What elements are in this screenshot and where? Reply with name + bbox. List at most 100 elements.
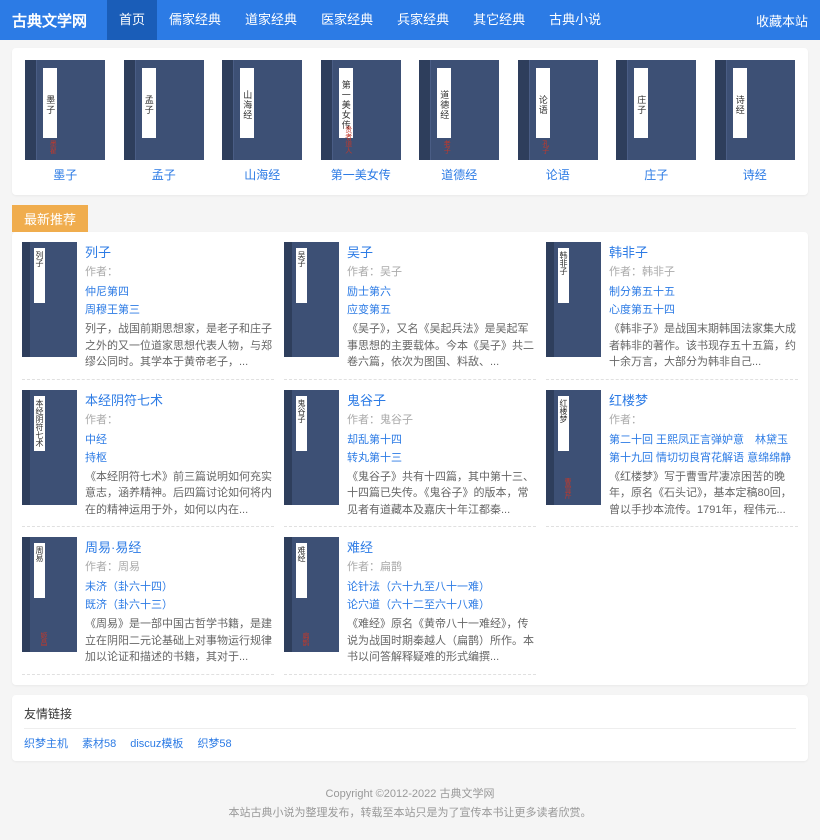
carousel-book[interactable]: 庄子 庄子	[616, 60, 696, 183]
book-spine	[25, 60, 37, 160]
card-spine	[22, 537, 30, 652]
card-cover-label: 本经阴符七术	[34, 396, 45, 451]
header: 古典文学网 首页儒家经典道家经典医家经典兵家经典其它经典古典小说 收藏本站	[0, 0, 820, 40]
carousel-book[interactable]: 第一美女传 贵者道人 第一美女传	[321, 60, 401, 183]
book-cover: 山海经	[222, 60, 302, 160]
friend-links-title: 友情链接	[24, 705, 796, 729]
carousel-book[interactable]: 孟子 孟子	[124, 60, 204, 183]
card-cover[interactable]: 本经阴符七术	[22, 390, 77, 505]
chapter-link[interactable]: 励士第六	[347, 283, 536, 299]
card-author: 作者：周易	[85, 558, 274, 574]
chapter-link[interactable]: 未济（卦六十四）	[85, 578, 274, 594]
card-spine	[546, 390, 554, 505]
card-spine	[284, 537, 292, 652]
card-title[interactable]: 鬼谷子	[347, 390, 536, 409]
chapter-link[interactable]: 却乱第十四	[347, 431, 536, 447]
book-spine	[715, 60, 727, 160]
chapter-link[interactable]: 制分第五十五	[609, 283, 798, 299]
card-desc: 《本经阴符七术》前三篇说明如何充实意志，涵养精神。后四篇讨论如何将内在的精神运用…	[85, 469, 274, 519]
book-cover-author: 贵者道人	[343, 126, 353, 154]
book-cover-label: 墨子	[43, 68, 57, 138]
card-title[interactable]: 周易·易经	[85, 537, 274, 556]
chapter-link[interactable]: 既济（卦六十三）	[85, 596, 274, 612]
card-info: 红楼梦 作者： 第二十回 王熙凤正言弹妒意 林黛玉 第十九回 情切切良宵花解语 …	[609, 390, 798, 519]
friend-link[interactable]: discuz模板	[130, 735, 183, 751]
friend-link[interactable]: 织梦主机	[24, 735, 68, 751]
nav-item-3[interactable]: 医家经典	[309, 0, 385, 40]
card-author: 作者：	[85, 263, 274, 279]
book-cover-author: 孔子	[540, 140, 550, 154]
card-spine	[284, 390, 292, 505]
book-card: 周易 姬昌 周易·易经 作者：周易 未济（卦六十四） 既济（卦六十三） 《周易》…	[22, 537, 274, 675]
book-cover: 庄子	[616, 60, 696, 160]
carousel-book[interactable]: 诗经 诗经	[715, 60, 795, 183]
card-cover[interactable]: 鬼谷子	[284, 390, 339, 505]
book-cover-author: 墨翟	[47, 140, 57, 154]
chapter-link[interactable]: 心度第五十四	[609, 301, 798, 317]
card-title[interactable]: 韩非子	[609, 242, 798, 261]
copyright: Copyright ©2012-2022 古典文学网	[0, 785, 820, 805]
card-cover-author: 姬昌	[38, 632, 48, 646]
chapter-link[interactable]: 第十九回 情切切良宵花解语 意绵绵静	[609, 449, 798, 465]
chapter-link[interactable]: 中经	[85, 431, 274, 447]
friend-links: 织梦主机素材58 discuz模板织梦58	[24, 735, 796, 751]
card-cover[interactable]: 周易 姬昌	[22, 537, 77, 652]
carousel-book[interactable]: 论语 孔子 论语	[518, 60, 598, 183]
card-desc: 《周易》是一部中国古哲学书籍，是建立在阴阳二元论基础上对事物运行规律加以论证和描…	[85, 616, 274, 666]
card-title[interactable]: 吴子	[347, 242, 536, 261]
card-cover[interactable]: 列子	[22, 242, 77, 357]
card-title[interactable]: 本经阴符七术	[85, 390, 274, 409]
card-desc: 《韩非子》是战国末期韩国法家集大成者韩非的著作。该书现存五十五篇，约十余万言，大…	[609, 321, 798, 371]
chapter-link[interactable]: 周穆王第三	[85, 301, 274, 317]
chapter-link[interactable]: 第二十回 王熙凤正言弹妒意 林黛玉	[609, 431, 798, 447]
card-cover[interactable]: 红楼梦 曹雪芹	[546, 390, 601, 505]
carousel-book[interactable]: 山海经 山海经	[222, 60, 302, 183]
chapter-link[interactable]: 论针法（六十九至八十一难）	[347, 578, 536, 594]
nav-item-2[interactable]: 道家经典	[233, 0, 309, 40]
book-card: 本经阴符七术 本经阴符七术 作者： 中经 持枢 《本经阴符七术》前三篇说明如何充…	[22, 390, 274, 528]
card-desc: 《鬼谷子》共有十四篇，其中第十三、十四篇已失传。《鬼谷子》的版本，常见者有道藏本…	[347, 469, 536, 519]
nav-item-0[interactable]: 首页	[107, 0, 157, 40]
card-title[interactable]: 列子	[85, 242, 274, 261]
book-card: 鬼谷子 鬼谷子 作者：鬼谷子 却乱第十四 转丸第十三 《鬼谷子》共有十四篇，其中…	[284, 390, 536, 528]
book-title: 论语	[546, 166, 570, 183]
chapter-link[interactable]: 转丸第十三	[347, 449, 536, 465]
book-spine	[124, 60, 136, 160]
nav-item-4[interactable]: 兵家经典	[385, 0, 461, 40]
card-spine	[22, 242, 30, 357]
favorite-link[interactable]: 收藏本站	[756, 11, 808, 30]
card-cover-author: 扁鹊	[300, 632, 310, 646]
book-title: 第一美女传	[331, 166, 391, 183]
friend-link[interactable]: 织梦58	[197, 735, 231, 751]
chapter-link[interactable]: 仲尼第四	[85, 283, 274, 299]
site-logo[interactable]: 古典文学网	[12, 10, 87, 31]
card-desc: 列子，战国前期思想家，是老子和庄子之外的又一位道家思想代表人物，与郑缪公同时。其…	[85, 321, 274, 371]
book-cover-label: 庄子	[634, 68, 648, 138]
card-cover[interactable]: 难经 扁鹊	[284, 537, 339, 652]
book-title: 墨子	[53, 166, 77, 183]
card-desc: 《吴子》，又名《吴起兵法》是吴起军事思想的主要载体。今本《吴子》共二卷六篇，依次…	[347, 321, 536, 371]
nav-item-1[interactable]: 儒家经典	[157, 0, 233, 40]
card-cover-label: 红楼梦	[558, 396, 569, 451]
card-info: 周易·易经 作者：周易 未济（卦六十四） 既济（卦六十三） 《周易》是一部中国古…	[85, 537, 274, 666]
card-cover[interactable]: 韩非子	[546, 242, 601, 357]
card-author: 作者：韩非子	[609, 263, 798, 279]
chapter-link[interactable]: 应变第五	[347, 301, 536, 317]
nav-item-6[interactable]: 古典小说	[537, 0, 613, 40]
book-title: 诗经	[743, 166, 767, 183]
book-cover-label: 论语	[536, 68, 550, 138]
card-desc: 《难经》原名《黄帝八十一难经》，传说为战国时期秦越人（扁鹊）所作。本书以问答解释…	[347, 616, 536, 666]
friend-link[interactable]: 素材58	[82, 735, 116, 751]
chapter-link[interactable]: 持枢	[85, 449, 274, 465]
carousel-book[interactable]: 道德经 老子 道德经	[419, 60, 499, 183]
nav-item-5[interactable]: 其它经典	[461, 0, 537, 40]
card-title[interactable]: 难经	[347, 537, 536, 556]
book-card: 列子 列子 作者： 仲尼第四 周穆王第三 列子，战国前期思想家，是老子和庄子之外…	[22, 242, 274, 380]
book-card: 韩非子 韩非子 作者：韩非子 制分第五十五 心度第五十四 《韩非子》是战国末期韩…	[546, 242, 798, 380]
card-title[interactable]: 红楼梦	[609, 390, 798, 409]
carousel-book[interactable]: 墨子 墨翟 墨子	[25, 60, 105, 183]
card-cover[interactable]: 吴子	[284, 242, 339, 357]
chapter-link[interactable]: 论穴道（六十二至六十八难）	[347, 596, 536, 612]
card-spine	[22, 390, 30, 505]
book-title: 道德经	[441, 166, 477, 183]
